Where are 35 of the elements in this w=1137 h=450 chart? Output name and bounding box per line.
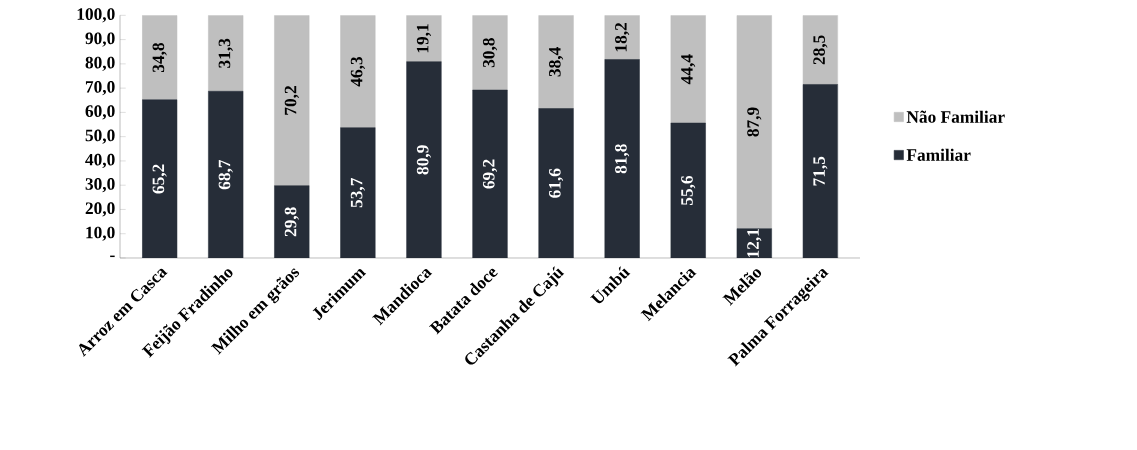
- data-label: 81,8: [615, 144, 630, 174]
- data-label: 68,7: [218, 159, 233, 190]
- data-label: 69,2: [482, 159, 498, 189]
- data-label: 31,3: [218, 38, 233, 68]
- y-tick-label: 10,0: [86, 226, 115, 241]
- data-label: 71,5: [813, 156, 828, 186]
- data-label: 46,3: [350, 56, 365, 87]
- y-tick-label: 90,0: [85, 32, 115, 47]
- data-label: 65,2: [152, 164, 167, 194]
- data-label: 80,9: [416, 145, 432, 175]
- y-tick-label: 30,0: [85, 178, 115, 193]
- y-tick-label: -: [110, 255, 115, 258]
- y-tick-label: 50,0: [85, 129, 115, 144]
- data-label: 30,8: [482, 38, 498, 68]
- data-label: 38,4: [548, 47, 564, 77]
- data-label: 34,8: [152, 42, 167, 73]
- data-label: 61,6: [549, 168, 564, 198]
- y-tick-label: 70,0: [85, 81, 115, 96]
- data-label: 70,2: [284, 86, 299, 115]
- legend-label: Familiar: [906, 148, 971, 161]
- data-label: 44,4: [681, 54, 696, 85]
- data-label: 18,2: [615, 22, 630, 52]
- y-tick-label: 20,0: [85, 202, 115, 217]
- data-label: 12,1: [747, 229, 762, 258]
- legend-label: Não Familiar: [906, 110, 1005, 123]
- data-label: 28,5: [813, 35, 828, 65]
- y-tick-label: 40,0: [85, 153, 115, 169]
- data-label: 55,6: [681, 175, 696, 206]
- data-label: 87,9: [747, 107, 762, 137]
- y-tick-label: 60,0: [85, 105, 115, 120]
- y-tick-label: 80,0: [85, 56, 115, 71]
- y-tick-label: 100,0: [77, 8, 115, 23]
- data-label: 53,7: [350, 178, 365, 208]
- data-label: 19,1: [416, 24, 432, 53]
- data-label: 29,8: [284, 207, 299, 237]
